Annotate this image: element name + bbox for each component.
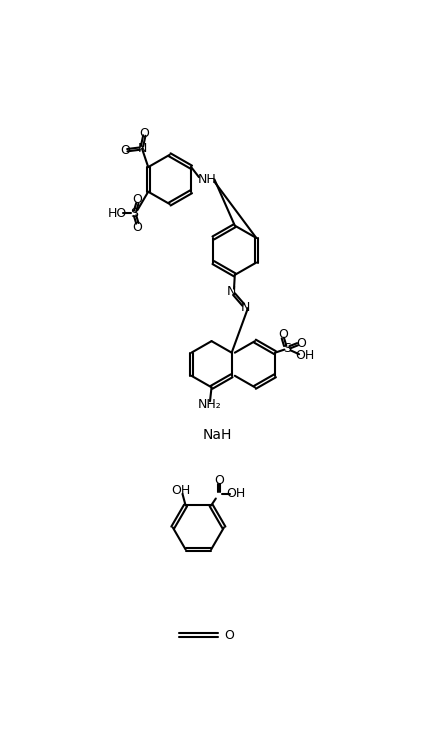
Text: O: O <box>132 193 142 206</box>
Text: N: N <box>137 142 147 155</box>
Text: O: O <box>278 328 288 341</box>
Text: S: S <box>130 207 138 220</box>
Text: N: N <box>227 286 236 298</box>
Text: O: O <box>214 474 224 486</box>
Text: S: S <box>283 342 291 354</box>
Text: NH₂: NH₂ <box>198 398 222 411</box>
Text: NH: NH <box>197 173 216 186</box>
Text: O: O <box>132 221 142 234</box>
Text: OH: OH <box>171 483 191 497</box>
Text: O: O <box>139 127 149 139</box>
Text: O: O <box>120 144 130 156</box>
Text: N: N <box>241 301 250 314</box>
Text: OH: OH <box>226 487 246 500</box>
Text: OH: OH <box>295 349 314 362</box>
Text: O: O <box>224 629 235 642</box>
Text: HO: HO <box>108 207 127 220</box>
Text: O: O <box>297 337 306 350</box>
Text: NaH: NaH <box>203 428 232 442</box>
